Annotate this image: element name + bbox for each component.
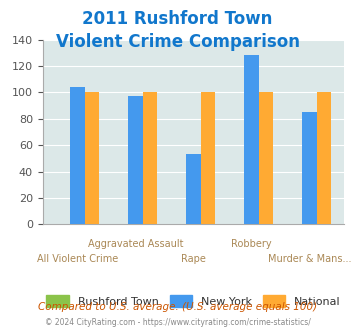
Text: Compared to U.S. average. (U.S. average equals 100): Compared to U.S. average. (U.S. average … [38,302,317,312]
Bar [317,92,331,224]
Text: Aggravated Assault: Aggravated Assault [88,239,183,249]
Text: Violent Crime Comparison: Violent Crime Comparison [55,33,300,51]
Bar [259,92,273,224]
Text: 2011 Rushford Town: 2011 Rushford Town [82,10,273,28]
Bar [128,96,143,224]
Bar [70,87,85,224]
Bar [302,112,317,224]
Bar [143,92,157,224]
Text: © 2024 CityRating.com - https://www.cityrating.com/crime-statistics/: © 2024 CityRating.com - https://www.city… [45,318,310,327]
Bar [201,92,215,224]
Bar [186,154,201,224]
Text: Rape: Rape [181,254,206,264]
Text: Robbery: Robbery [231,239,272,249]
Legend: Rushford Town, New York, National: Rushford Town, New York, National [42,291,345,311]
Bar [244,55,259,224]
Text: Murder & Mans...: Murder & Mans... [268,254,351,264]
Text: All Violent Crime: All Violent Crime [37,254,118,264]
Bar [85,92,99,224]
